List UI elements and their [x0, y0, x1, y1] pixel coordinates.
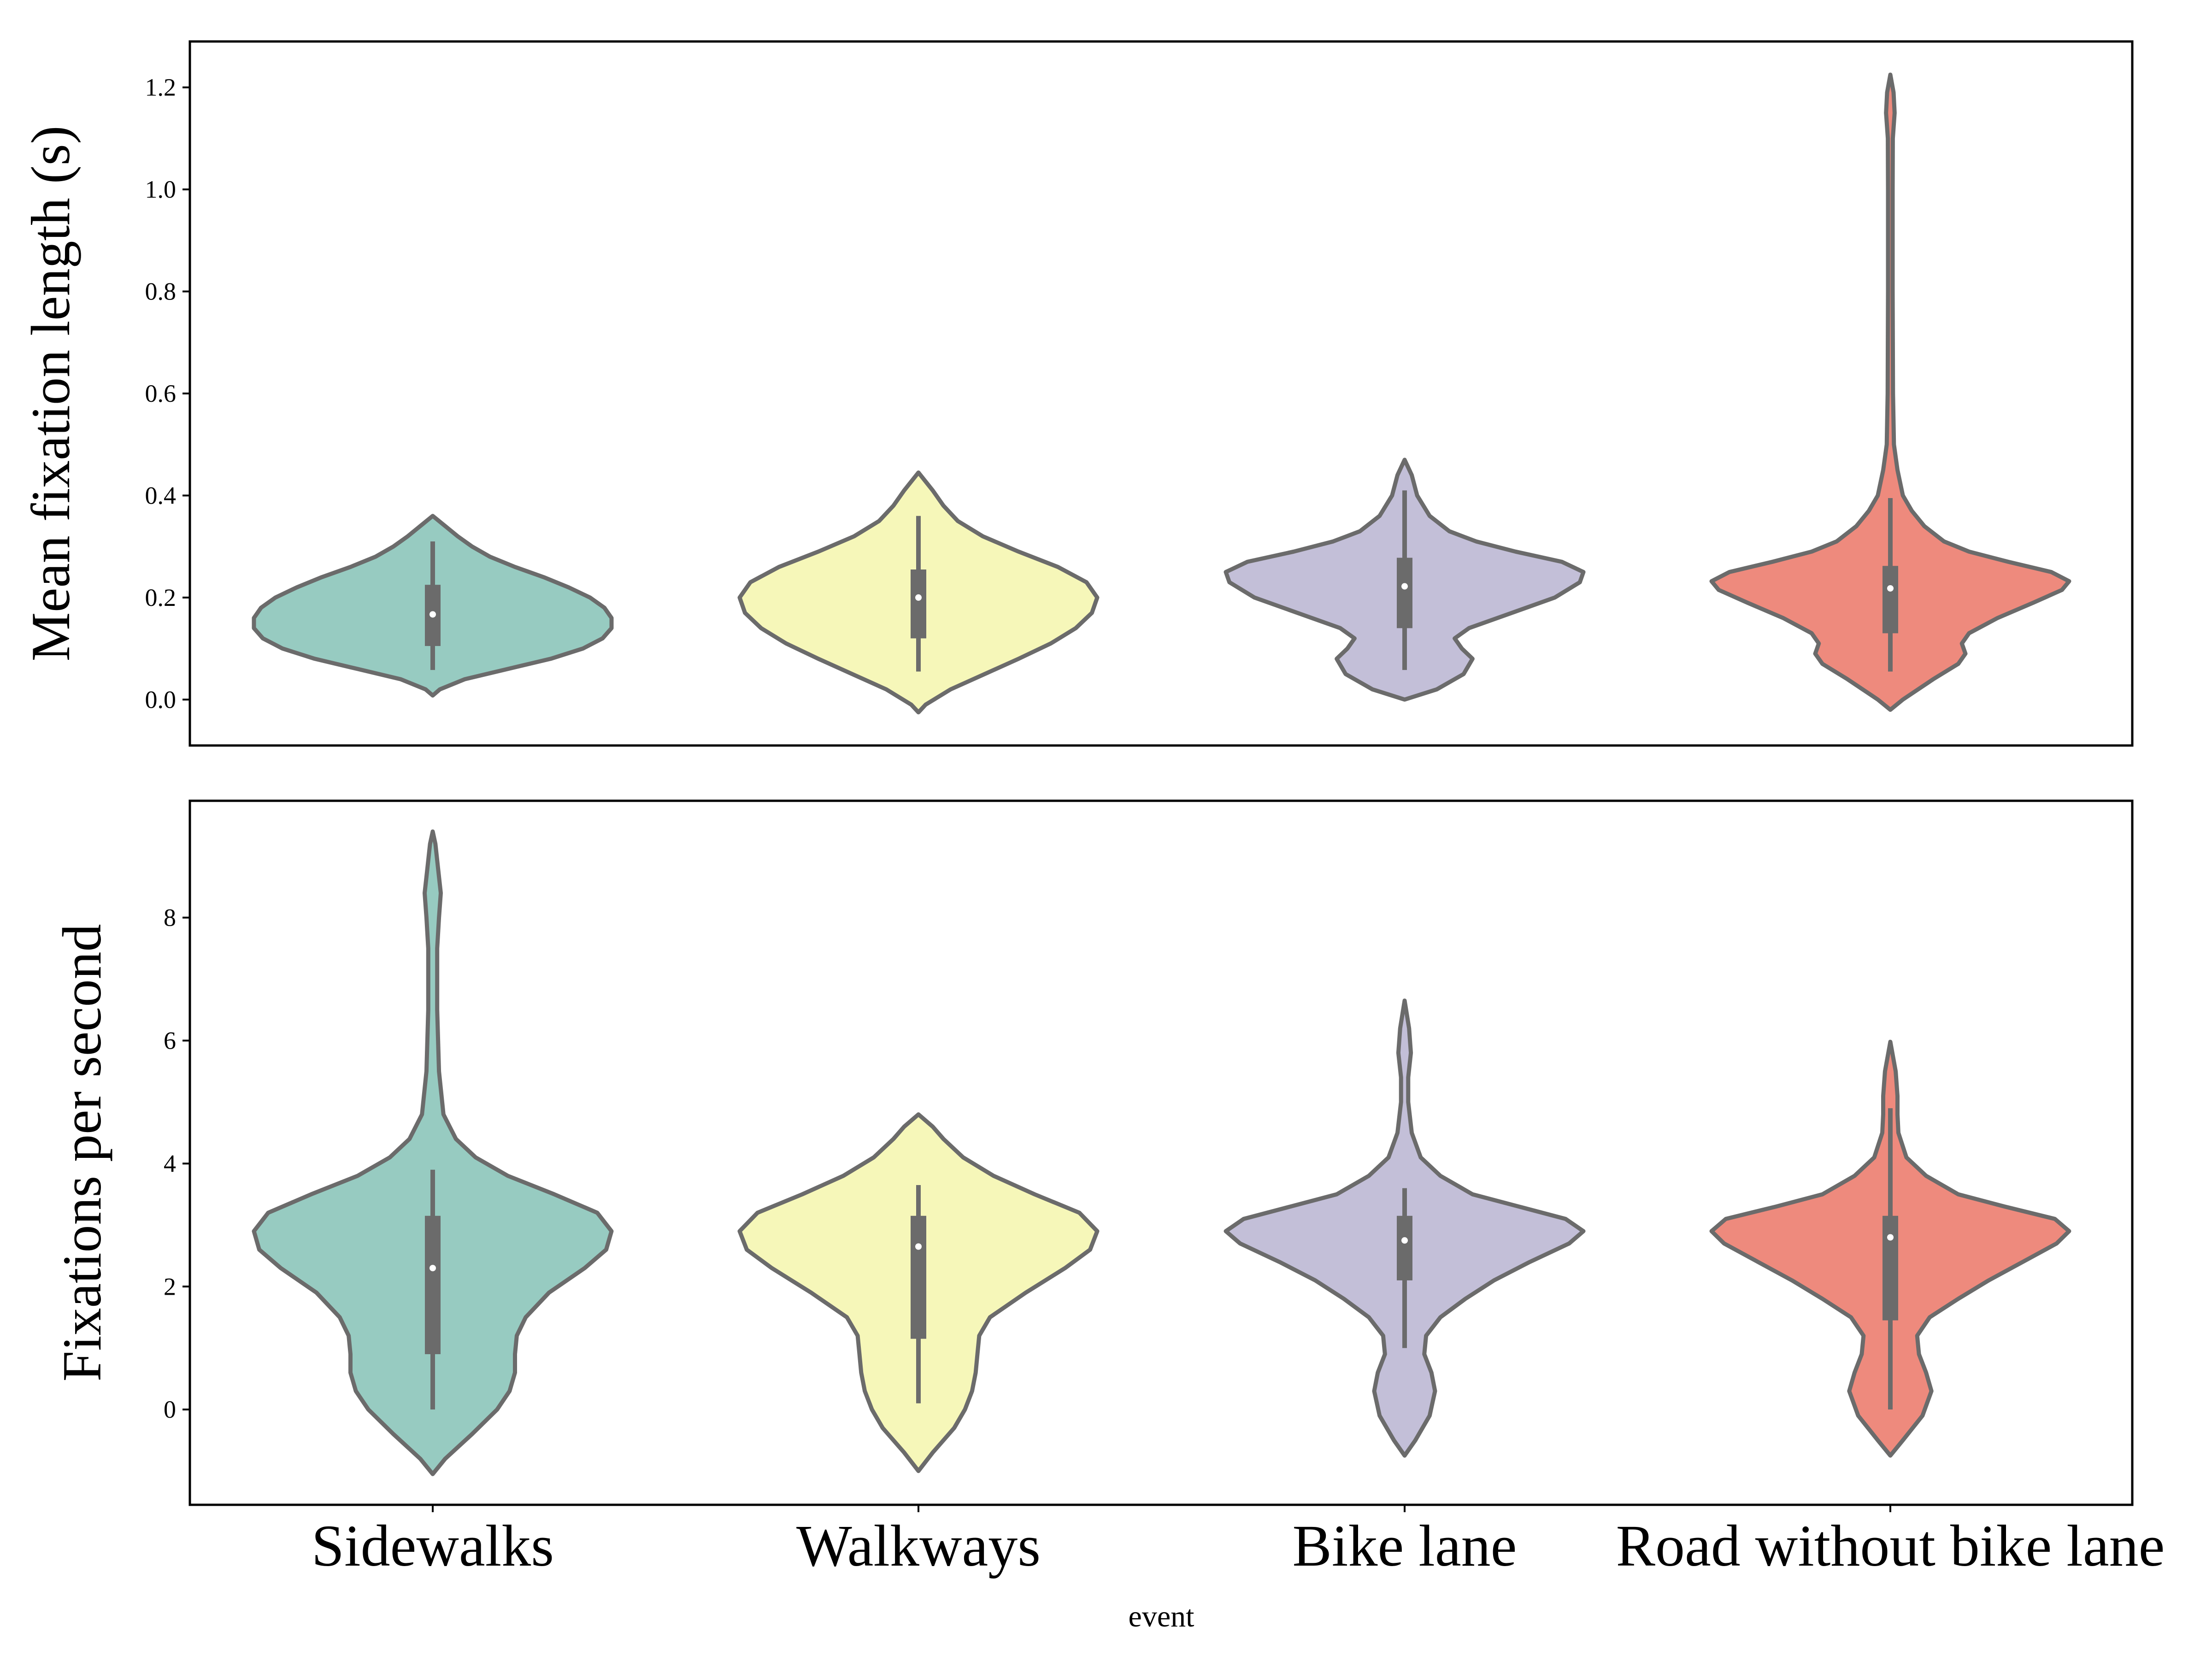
x-category-label-3: Bike lane	[1293, 1513, 1517, 1579]
median-dot-p2-1	[429, 1265, 436, 1272]
y-tick-label-p2-2: 2	[164, 1273, 176, 1300]
iqr-box-p1-2	[911, 569, 926, 639]
y-tick-label-p2-5: 8	[164, 904, 176, 932]
median-dot-p2-4	[1887, 1234, 1894, 1241]
y-tick-label-p1-7: 1.2	[145, 74, 176, 101]
y-tick-label-p2-4: 6	[164, 1027, 176, 1054]
median-dot-p1-1	[429, 611, 436, 618]
iqr-box-p2-1	[425, 1215, 441, 1355]
y-tick-label-p1-4: 0.6	[145, 380, 176, 407]
y-axis-label-1: Mean fixation length (s)	[20, 125, 81, 661]
x-category-label-1: Sidewalks	[312, 1513, 554, 1579]
y-axis-label-2: Fixations per second	[51, 924, 112, 1381]
x-axis-label: event	[1129, 1600, 1194, 1633]
y-tick-label-p1-5: 0.8	[145, 278, 176, 305]
x-category-label-2: Walkways	[796, 1513, 1041, 1579]
violin-body-p2-1	[252, 829, 614, 1476]
iqr-box-p2-2	[911, 1215, 926, 1339]
iqr-box-p2-3	[1397, 1215, 1412, 1280]
iqr-box-p2-4	[1883, 1215, 1898, 1321]
median-dot-p2-2	[915, 1243, 922, 1250]
violin-body-p1-4	[1709, 72, 2071, 712]
median-dot-p2-3	[1401, 1237, 1408, 1244]
median-dot-p1-2	[915, 594, 922, 601]
iqr-box-p1-4	[1883, 566, 1898, 634]
y-tick-label-p1-2: 0.2	[145, 584, 176, 611]
median-dot-p1-4	[1887, 585, 1894, 592]
y-tick-label-p2-3: 4	[164, 1150, 176, 1177]
plot-frame-2	[188, 799, 2134, 1506]
y-tick-label-p1-6: 1.0	[145, 176, 176, 203]
y-tick-label-p1-1: 0.0	[145, 686, 176, 713]
x-category-label-4: Road without bike lane	[1616, 1513, 2165, 1579]
iqr-box-p1-3	[1397, 558, 1412, 628]
y-tick-label-p1-3: 0.4	[145, 481, 176, 509]
median-dot-p1-3	[1401, 583, 1408, 590]
y-tick-label-p2-1: 0	[164, 1396, 176, 1423]
